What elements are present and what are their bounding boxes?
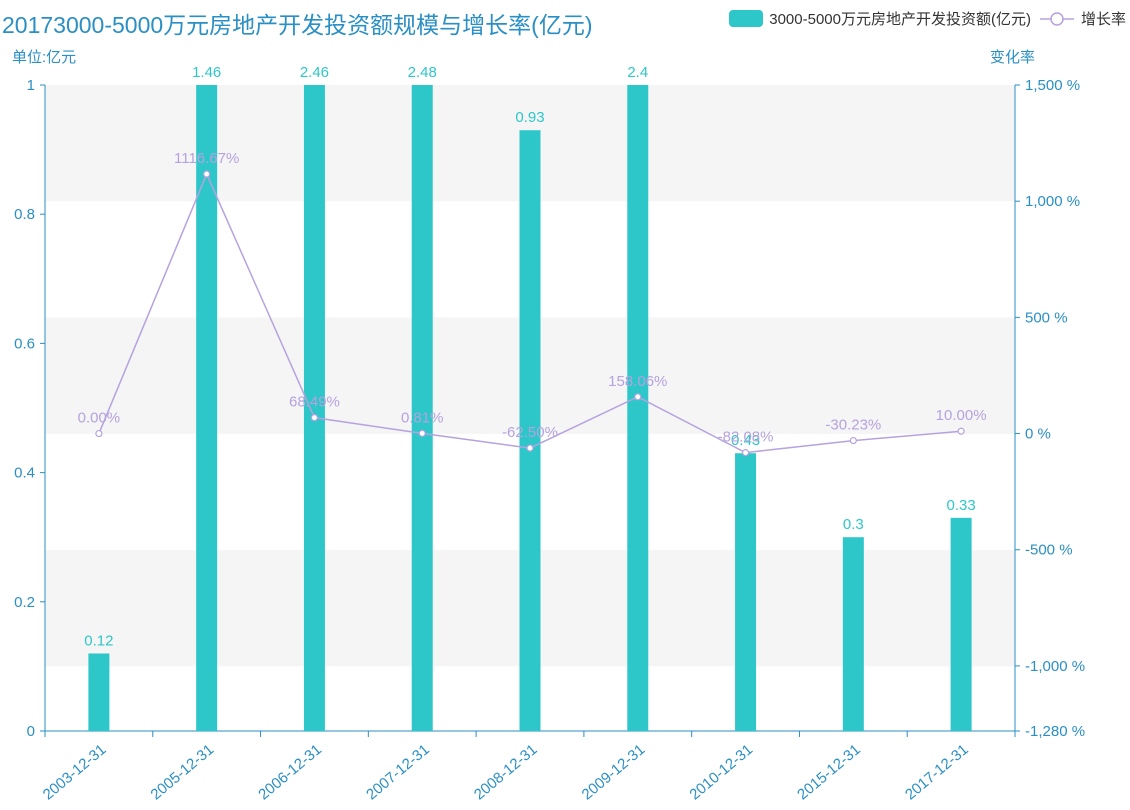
x-tick-label: 2006-12-31 xyxy=(255,741,325,803)
y-right-tick-label: -1,280 % xyxy=(1025,723,1085,740)
bar-value-label: 2.48 xyxy=(408,64,437,81)
bar-value-label: 0.33 xyxy=(947,497,976,514)
y-left-tick-label: 0.8 xyxy=(14,206,35,223)
x-tick-label: 2008-12-31 xyxy=(471,741,541,803)
y-right-tick-label: -500 % xyxy=(1025,542,1073,559)
y-right-tick-label: 0 % xyxy=(1025,426,1051,443)
bar xyxy=(842,537,864,731)
bar xyxy=(411,85,433,731)
legend-bar-label: 3000-5000万元房地产开发投资额(亿元) xyxy=(769,11,1031,28)
bar xyxy=(519,130,541,732)
bar xyxy=(950,517,972,731)
growth-point xyxy=(634,393,642,401)
x-tick-label: 2017-12-31 xyxy=(902,741,972,803)
growth-point xyxy=(418,429,426,437)
growth-value-label: -30.23% xyxy=(825,417,881,434)
x-tick-label: 2015-12-31 xyxy=(794,741,864,803)
bar-value-label: 0.43 xyxy=(731,432,760,449)
bar-value-label: 0.3 xyxy=(843,516,864,533)
legend-item-bar[interactable]: 3000-5000万元房地产开发投资额(亿元) xyxy=(729,8,1031,29)
growth-value-label: 158.06% xyxy=(608,373,667,390)
growth-value-label: 0.00% xyxy=(78,410,121,427)
x-tick-label: 2003-12-31 xyxy=(40,741,110,803)
growth-point xyxy=(849,436,857,445)
chart-title: 20173000-5000万元房地产开发投资额规模与增长率(亿元) xyxy=(2,12,593,38)
growth-value-label: 1116.67% xyxy=(174,150,239,167)
growth-point xyxy=(203,170,211,178)
x-tick-label: 2010-12-31 xyxy=(686,741,756,803)
growth-point xyxy=(957,427,965,435)
legend-line-label: 增长率 xyxy=(1080,11,1126,28)
bar xyxy=(196,85,218,731)
y-left-tick-label: 0 xyxy=(27,723,35,740)
y-right-tick-label: 1,000 % xyxy=(1025,193,1080,210)
legend-line-icon xyxy=(1039,11,1074,26)
bar xyxy=(735,453,757,731)
growth-value-label: -82.08% xyxy=(718,429,774,446)
x-tick-label: 2009-12-31 xyxy=(579,741,649,803)
y-left-tick-label: 0.4 xyxy=(14,465,35,482)
bar xyxy=(88,653,110,731)
bar-value-label: 2.46 xyxy=(300,64,329,81)
x-tick-label: 2007-12-31 xyxy=(363,741,433,803)
growth-value-label: 68.49% xyxy=(289,394,340,411)
growth-point xyxy=(310,414,319,422)
legend-bar-swatch xyxy=(729,10,764,27)
right-axis-unit: 变化率 xyxy=(990,49,1036,66)
growth-point xyxy=(526,444,534,452)
y-right-tick-label: -1,000 % xyxy=(1025,658,1085,675)
bar xyxy=(627,85,649,731)
legend-item-line[interactable]: 增长率 xyxy=(1039,8,1126,29)
growth-point xyxy=(95,429,103,438)
y-right-tick-label: 500 % xyxy=(1025,309,1068,326)
bar-value-label: 0.12 xyxy=(84,632,113,649)
legend: 3000-5000万元房地产开发投资额(亿元) 增长率 xyxy=(729,8,1126,29)
growth-value-label: -62.50% xyxy=(502,424,558,441)
y-right-tick-label: 1,500 % xyxy=(1025,77,1080,94)
growth-value-label: 0.81% xyxy=(401,409,444,426)
y-left-tick-label: 0.2 xyxy=(14,594,35,611)
bar-value-label: 1.46 xyxy=(192,64,221,81)
y-left-tick-label: 0.6 xyxy=(14,335,35,352)
x-tick-label: 2005-12-31 xyxy=(148,741,218,803)
y-left-tick-label: 1 xyxy=(27,77,35,94)
bar-value-label: 2.4 xyxy=(627,64,648,81)
growth-point xyxy=(741,449,750,457)
growth-value-label: 10.00% xyxy=(936,407,987,424)
left-axis-unit: 单位:亿元 xyxy=(12,49,77,66)
bar xyxy=(303,85,325,731)
bar-value-label: 0.93 xyxy=(515,109,544,126)
